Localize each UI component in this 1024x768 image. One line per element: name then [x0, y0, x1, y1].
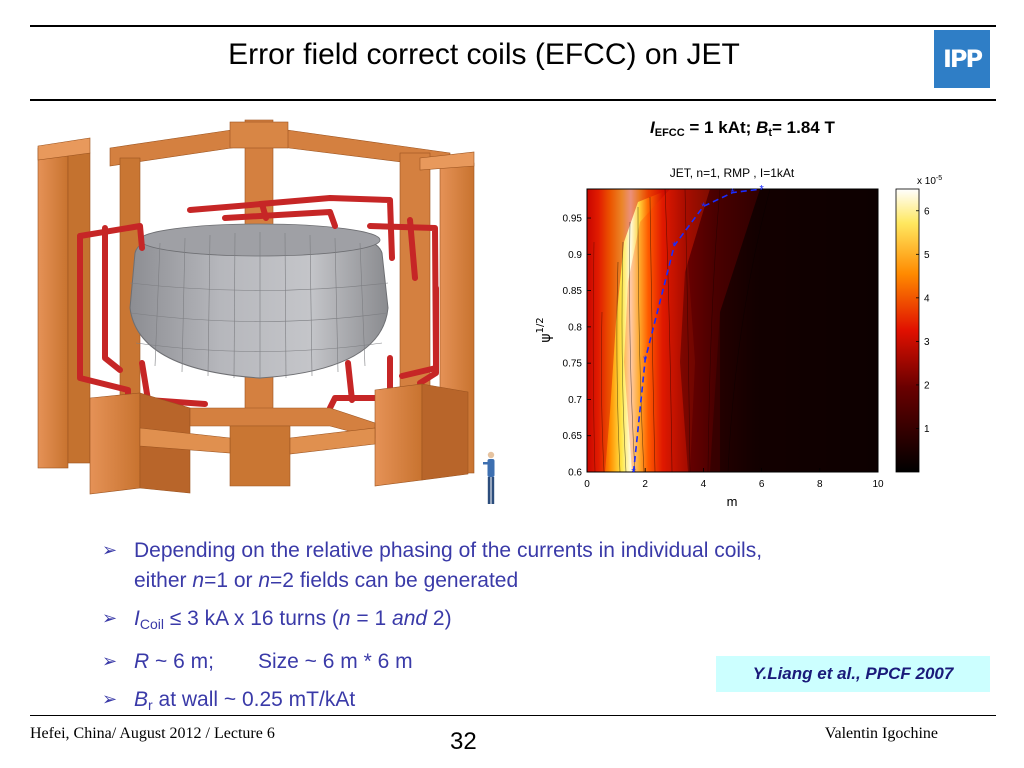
bullet-br-symbol: B	[134, 688, 149, 711]
bullet-coil-current: ICoil ≤ 3 kA x 16 turns (n = 1 and 2)	[102, 604, 762, 639]
colorbar-ticks: 1 2 3 4 5 6	[916, 206, 930, 435]
title-rule-top	[30, 25, 996, 27]
bullet-phasing-line1: Depending on the relative phasing of the…	[134, 539, 763, 562]
footer-rule	[30, 715, 996, 716]
bullet-coil-eq: = 1	[350, 607, 393, 630]
x-tick-label: 4	[701, 479, 707, 490]
param-b-value: = 1.84 T	[771, 118, 835, 137]
reference-box: Y.Liang et al., PPCF 2007	[716, 656, 990, 692]
y-tick-label: 0.6	[568, 468, 582, 479]
footer-venue: Hefei, China/ August 2012 / Lecture 6	[30, 725, 275, 742]
resonance-point: *	[631, 467, 636, 479]
resonance-curve	[632, 188, 762, 473]
y-tick-label: 0.8	[568, 322, 582, 333]
y-axis-label-psi: ψ	[538, 333, 554, 342]
colorbar-multiplier: x 10-5	[917, 175, 942, 187]
bullet-list: Depending on the relative phasing of the…	[102, 536, 762, 720]
param-i-symbol: I	[650, 118, 655, 137]
x-axis-ticks: 0 2 4 6 8 10	[584, 468, 884, 490]
y-tick-label: 0.9	[568, 250, 582, 261]
bullet-phasing: Depending on the relative phasing of the…	[102, 536, 762, 596]
y-axis-label-exponent: 1/2	[535, 317, 546, 333]
bullet-br-value: at wall ~ 0.25 mT/kAt	[152, 688, 356, 711]
param-i-subscript: EFCC	[654, 127, 685, 139]
bullet-coil-mid: ≤ 3 kA x 16 turns (	[163, 607, 339, 630]
bullet-coil-end: 2)	[427, 607, 452, 630]
y-tick-label: 0.75	[563, 359, 583, 370]
footer-author: Valentin Igochine	[824, 725, 938, 742]
slide-title: Error field correct coils (EFCC) on JET	[228, 38, 740, 71]
resonance-point: *	[730, 187, 735, 199]
resonance-point: *	[759, 184, 764, 196]
bullet-size-radius: ~ 6 m;	[149, 650, 214, 673]
transformer-frame	[37, 119, 475, 474]
bullet-size-dimensions: Size ~ 6 m * 6 m	[257, 650, 413, 673]
contour-field	[587, 189, 878, 472]
bullet-coil-subscript: Coil	[139, 616, 164, 632]
plot-axes-frame	[586, 188, 879, 473]
bullet-phasing-post: =2 fields can be generated	[270, 569, 519, 592]
bullet-coil-symbol: I	[134, 607, 140, 630]
bullet-coil-n: n	[338, 607, 351, 630]
page-number: 32	[450, 728, 477, 755]
bullet-phasing-pre: either	[134, 569, 193, 592]
bullet-phasing-n1: n	[192, 569, 205, 592]
param-b-subscript: t	[768, 127, 772, 139]
resonance-markers: * * * * * *	[631, 184, 764, 479]
y-axis-ticks: 0.6 0.65 0.7 0.75 0.8 0.85 0.9 0.95	[563, 214, 591, 479]
plot-title: JET, n=1, RMP , I=1kAt	[670, 166, 795, 180]
x-axis-label: m	[727, 494, 738, 509]
person-scale-figure	[483, 451, 495, 504]
bullet-phasing-mid: =1 or	[204, 569, 259, 592]
efcc-coil-illustration	[37, 119, 475, 495]
colorbar-tick-label: 6	[924, 206, 930, 217]
x-tick-label: 2	[642, 479, 648, 490]
x-tick-label: 8	[817, 479, 823, 490]
bullet-coil-and: and	[392, 607, 428, 630]
colorbar-multiplier-base: x 10	[917, 176, 936, 187]
y-axis-label: ψ1/2	[535, 317, 554, 342]
colorbar-tick-label: 5	[924, 250, 930, 261]
bullet-br-subscript: r	[148, 697, 153, 713]
param-b-symbol: B	[756, 118, 769, 137]
y-tick-label: 0.65	[563, 431, 583, 442]
y-tick-label: 0.85	[563, 286, 583, 297]
frame-base	[89, 383, 469, 495]
resonance-point: *	[701, 201, 706, 213]
parameter-line: IEFCC = 1 kAt; Bt= 1.84 T	[650, 118, 835, 139]
y-tick-label: 0.95	[563, 214, 583, 225]
svg-text:ψ1/2: ψ1/2	[535, 317, 554, 342]
bullet-phasing-n2: n	[258, 569, 271, 592]
x-tick-label: 0	[584, 479, 590, 490]
colorbar-tick-label: 4	[924, 293, 930, 304]
colorbar-tick-label: 3	[924, 337, 930, 348]
resonance-point: *	[672, 240, 677, 252]
colorbar-tick-label: 2	[924, 380, 930, 391]
x-tick-label: 6	[759, 479, 765, 490]
bullet-br: Br at wall ~ 0.25 mT/kAt	[102, 685, 762, 720]
bullet-size-r: R	[134, 650, 150, 673]
param-i-value: = 1 kAt;	[684, 118, 757, 137]
rmp-spectrum-plot: JET, n=1, RMP , I=1kAt 0 2 4 6 8 10 0.60.650.…	[535, 166, 942, 509]
resonance-point: *	[643, 354, 648, 366]
x-tick-label: 10	[872, 479, 884, 490]
colorbar-multiplier-exponent: -5	[936, 175, 942, 182]
vacuum-vessel	[129, 223, 389, 379]
title-rule-bottom	[30, 99, 996, 101]
bullet-size: R ~ 6 m; Size ~ 6 m * 6 m	[102, 647, 762, 677]
y-tick-label: 0.7	[568, 395, 582, 406]
colorbar	[895, 188, 920, 473]
colorbar-tick-label: 1	[924, 424, 930, 435]
ipp-logo: IPP	[934, 30, 990, 88]
